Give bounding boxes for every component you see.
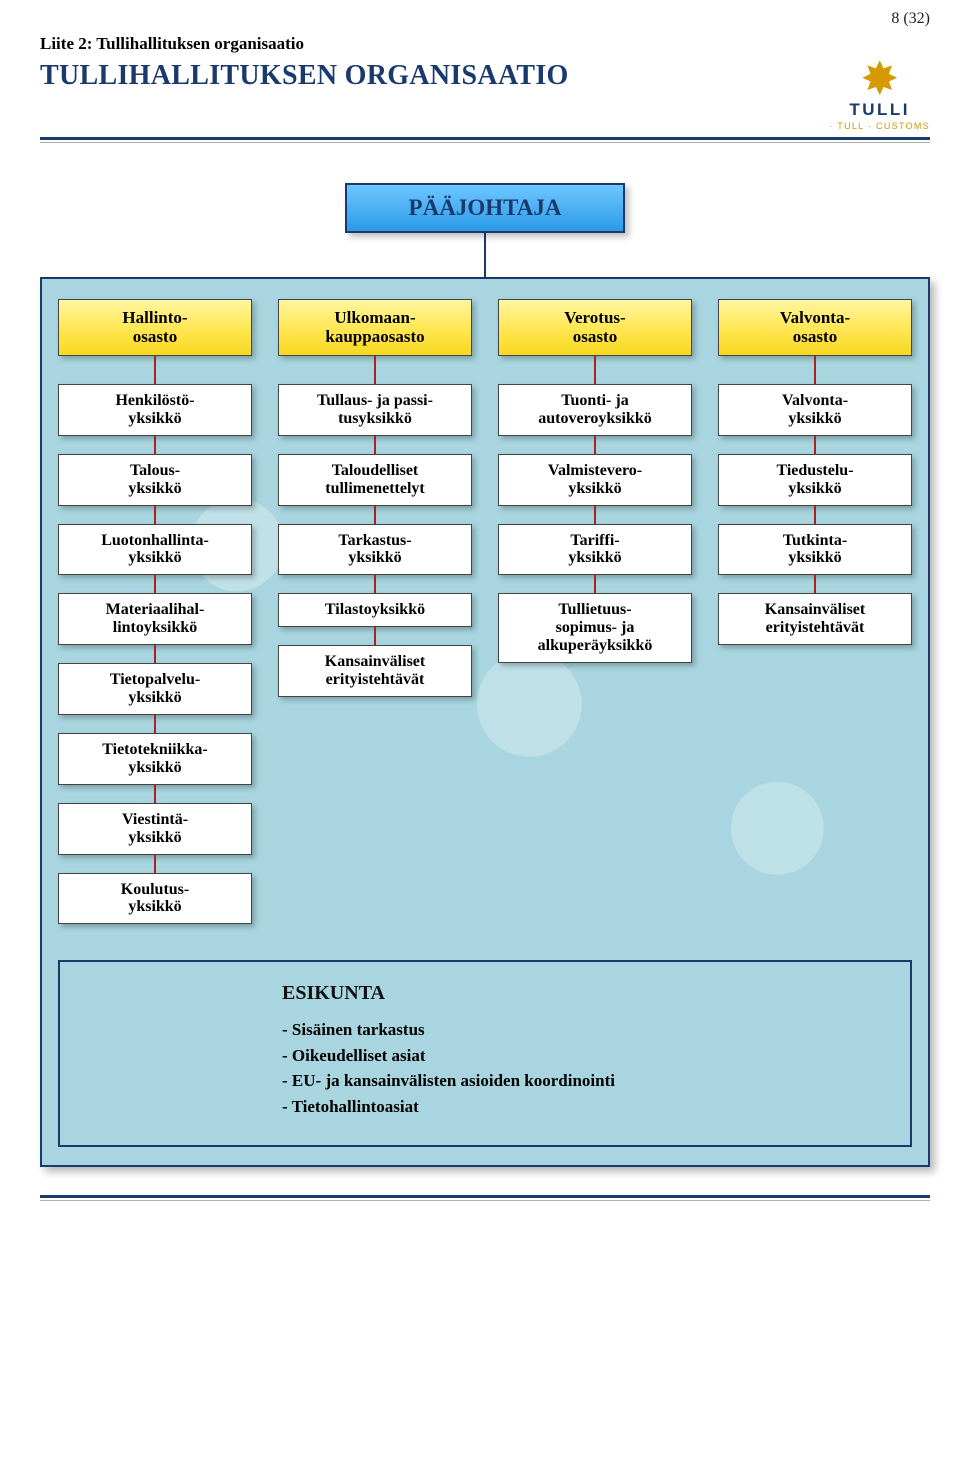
unit-connector <box>814 356 816 384</box>
org-columns: Hallinto-osasto Henkilöstö-yksikkö Talous-… <box>58 299 912 925</box>
department-box: Valvonta-osasto <box>718 299 912 356</box>
esikunta-list: - Sisäinen tarkastus- Oikeudelliset asia… <box>282 1017 874 1119</box>
esikunta-title: ESIKUNTA <box>282 982 874 1005</box>
title-rule-thick <box>40 137 930 140</box>
unit-box: Luotonhallinta-yksikkö <box>58 524 252 576</box>
unit-box: Tuonti- jaautoveroyksikkö <box>498 384 692 436</box>
unit-connector <box>154 436 156 454</box>
org-column: Hallinto-osasto Henkilöstö-yksikkö Talous-… <box>58 299 252 925</box>
unit-box: Tullietuus-sopimus- jaalkuperäyksikkö <box>498 593 692 663</box>
appendix-label: Liite 2: Tullihallituksen organisaatio <box>40 34 930 54</box>
unit-connector <box>594 506 596 524</box>
unit-connector <box>154 645 156 663</box>
unit-box: Henkilöstö-yksikkö <box>58 384 252 436</box>
footer-rule-thin <box>40 1200 930 1201</box>
esikunta-item: - Sisäinen tarkastus <box>282 1017 874 1043</box>
org-column: Valvonta-osasto Valvonta-yksikkö Tiedustel… <box>718 299 912 645</box>
title-rule-thin <box>40 142 930 143</box>
esikunta-box: ESIKUNTA - Sisäinen tarkastus- Oikeudell… <box>58 960 912 1147</box>
unit-connector <box>154 855 156 873</box>
unit-box: Koulutus-yksikkö <box>58 873 252 925</box>
unit-box: Tariffi-yksikkö <box>498 524 692 576</box>
unit-connector <box>154 356 156 384</box>
unit-box: Tietotekniikka-yksikkö <box>58 733 252 785</box>
unit-connector <box>814 436 816 454</box>
logo-name: TULLI <box>829 100 930 120</box>
unit-connector <box>154 575 156 593</box>
unit-connector <box>594 356 596 384</box>
esikunta-item: - EU- ja kansainvälisten asioiden koordi… <box>282 1068 874 1094</box>
unit-connector <box>154 785 156 803</box>
esikunta-item: - Tietohallintoasiat <box>282 1094 874 1120</box>
title-row: TULLIHALLITUKSEN ORGANISAATIO ✸ TULLI · … <box>40 60 930 131</box>
unit-box: Tullaus- ja passi-tusyksikkö <box>278 384 472 436</box>
department-box: Ulkomaan-kauppaosasto <box>278 299 472 356</box>
unit-connector <box>154 506 156 524</box>
main-title: TULLIHALLITUKSEN ORGANISAATIO <box>40 60 569 92</box>
unit-box: Viestintä-yksikkö <box>58 803 252 855</box>
department-box: Hallinto-osasto <box>58 299 252 356</box>
unit-connector <box>374 627 376 645</box>
root-node: PÄÄJOHTAJA <box>345 183 625 233</box>
unit-box: Valmistevero-yksikkö <box>498 454 692 506</box>
unit-box: Talous-yksikkö <box>58 454 252 506</box>
org-column: Ulkomaan-kauppaosasto Tullaus- ja passi-t… <box>278 299 472 697</box>
unit-connector <box>374 436 376 454</box>
root-connector <box>484 233 486 277</box>
unit-box: Valvonta-yksikkö <box>718 384 912 436</box>
unit-box: Tiedustelu-yksikkö <box>718 454 912 506</box>
unit-connector <box>154 715 156 733</box>
unit-connector <box>594 436 596 454</box>
page-number: 8 (32) <box>40 10 930 28</box>
unit-connector <box>814 575 816 593</box>
department-box: Verotus-osasto <box>498 299 692 356</box>
unit-connector <box>374 506 376 524</box>
footer-rule-thick <box>40 1195 930 1198</box>
unit-box: Kansainväliseterityistehtävät <box>718 593 912 645</box>
unit-box: Tilastoyksikkö <box>278 593 472 627</box>
logo-ornament-icon: ✸ <box>829 60 930 98</box>
unit-box: Materiaalihal-lintoyksikkö <box>58 593 252 645</box>
unit-box: Kansainväliseterityistehtävät <box>278 645 472 697</box>
org-panel: Hallinto-osasto Henkilöstö-yksikkö Talous-… <box>40 277 930 1168</box>
unit-connector <box>374 575 376 593</box>
unit-box: Taloudellisettullimenettelyt <box>278 454 472 506</box>
unit-box: Tietopalvelu-yksikkö <box>58 663 252 715</box>
tulli-logo: ✸ TULLI · TULL · CUSTOMS <box>829 60 930 131</box>
unit-connector <box>594 575 596 593</box>
unit-connector <box>814 506 816 524</box>
org-column: Verotus-osasto Tuonti- jaautoveroyksikkö V… <box>498 299 692 663</box>
org-root-container: PÄÄJOHTAJA Hallinto-osasto Henkilöstö-yks… <box>40 183 930 1168</box>
logo-subline: · TULL · CUSTOMS <box>829 121 930 131</box>
unit-box: Tutkinta-yksikkö <box>718 524 912 576</box>
esikunta-item: - Oikeudelliset asiat <box>282 1043 874 1069</box>
unit-connector <box>374 356 376 384</box>
unit-box: Tarkastus-yksikkö <box>278 524 472 576</box>
